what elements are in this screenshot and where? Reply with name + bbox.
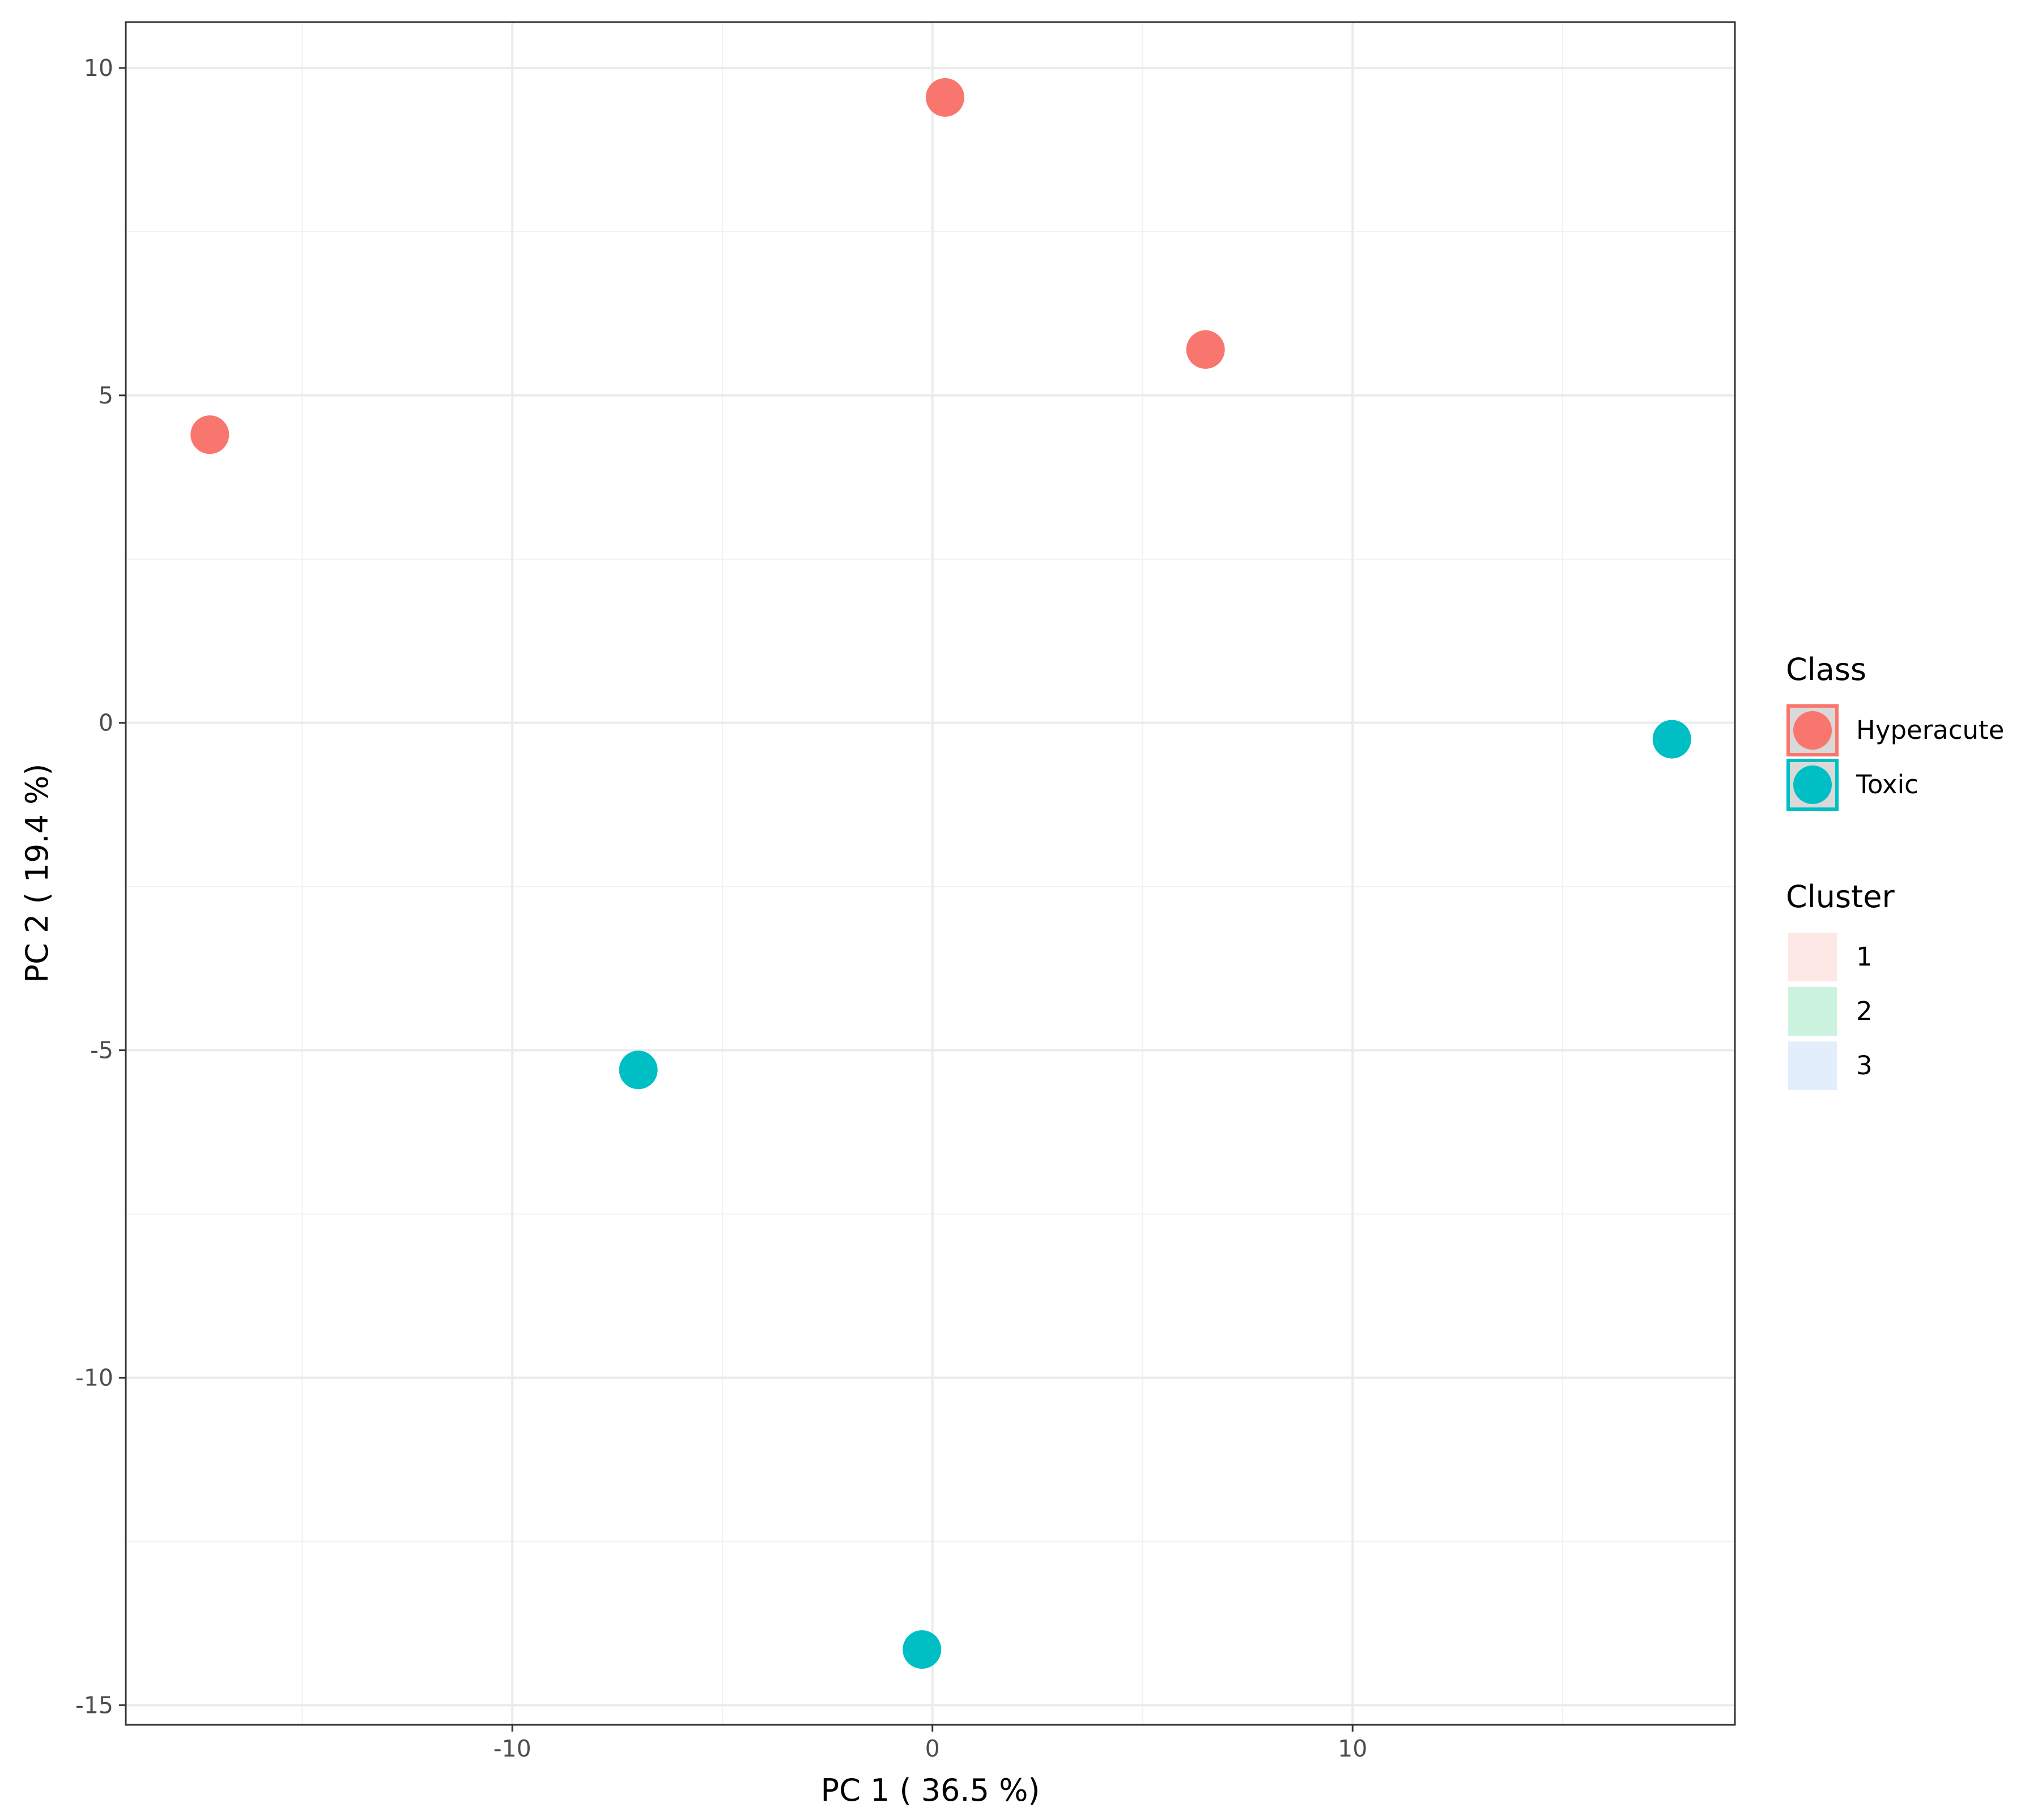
class-legend-label: Toxic — [1856, 769, 1918, 800]
y-tick-label: -10 — [75, 1364, 113, 1391]
class-legend-title: Class — [1786, 652, 1866, 687]
y-tick-label: 5 — [99, 382, 113, 409]
data-point-toxic — [619, 1051, 658, 1090]
data-point-hyperacute — [190, 415, 229, 454]
y-tick-label: 0 — [99, 709, 113, 737]
cluster-legend-label: 2 — [1856, 996, 1873, 1026]
data-point-toxic — [1652, 720, 1691, 759]
class-legend-key-point — [1793, 711, 1832, 750]
cluster-legend-key-swatch — [1788, 987, 1837, 1036]
x-axis-title: PC 1 ( 36.5 %) — [821, 1772, 1040, 1808]
plot-panel-background — [126, 22, 1735, 1725]
cluster-legend-key-swatch — [1788, 1041, 1837, 1090]
cluster-legend-keys: 1 2 3 — [1788, 933, 1873, 1090]
data-point-hyperacute — [1186, 330, 1225, 369]
plot-panel-border — [125, 21, 1736, 1726]
y-tick-label: -5 — [90, 1037, 113, 1064]
x-tick-label: 10 — [1338, 1735, 1367, 1762]
y-tick-label: 10 — [84, 54, 113, 82]
major-gridlines — [126, 22, 1735, 1725]
cluster-legend-title: Cluster — [1786, 879, 1895, 915]
y-axis-title: PC 2 ( 19.4 %) — [19, 764, 55, 983]
cluster-legend-key-swatch — [1788, 933, 1837, 981]
x-tick-label: -10 — [494, 1735, 531, 1762]
class-legend-key-point — [1793, 766, 1832, 804]
y-tick-label: -15 — [75, 1691, 113, 1719]
x-tick-label: 0 — [925, 1735, 940, 1762]
cluster-legend-label: 3 — [1856, 1051, 1873, 1081]
cluster-legend-label: 1 — [1856, 942, 1873, 972]
data-point-toxic — [903, 1630, 942, 1669]
data-point-hyperacute — [925, 78, 964, 117]
class-legend-label: Hyperacute — [1856, 715, 2004, 745]
cluster-legend: Cluster 1 2 3 — [1786, 879, 1895, 1090]
minor-gridlines — [126, 22, 1735, 1725]
class-legend-keys: Hyperacute Toxic — [1786, 704, 2004, 811]
data-points — [190, 78, 1691, 1669]
x-axis-ticks: -10 0 10 — [494, 1725, 1367, 1762]
y-axis-ticks: -15 -10 -5 0 5 10 — [75, 54, 126, 1719]
class-legend: Class Hyperacute Toxic — [1786, 652, 2004, 811]
